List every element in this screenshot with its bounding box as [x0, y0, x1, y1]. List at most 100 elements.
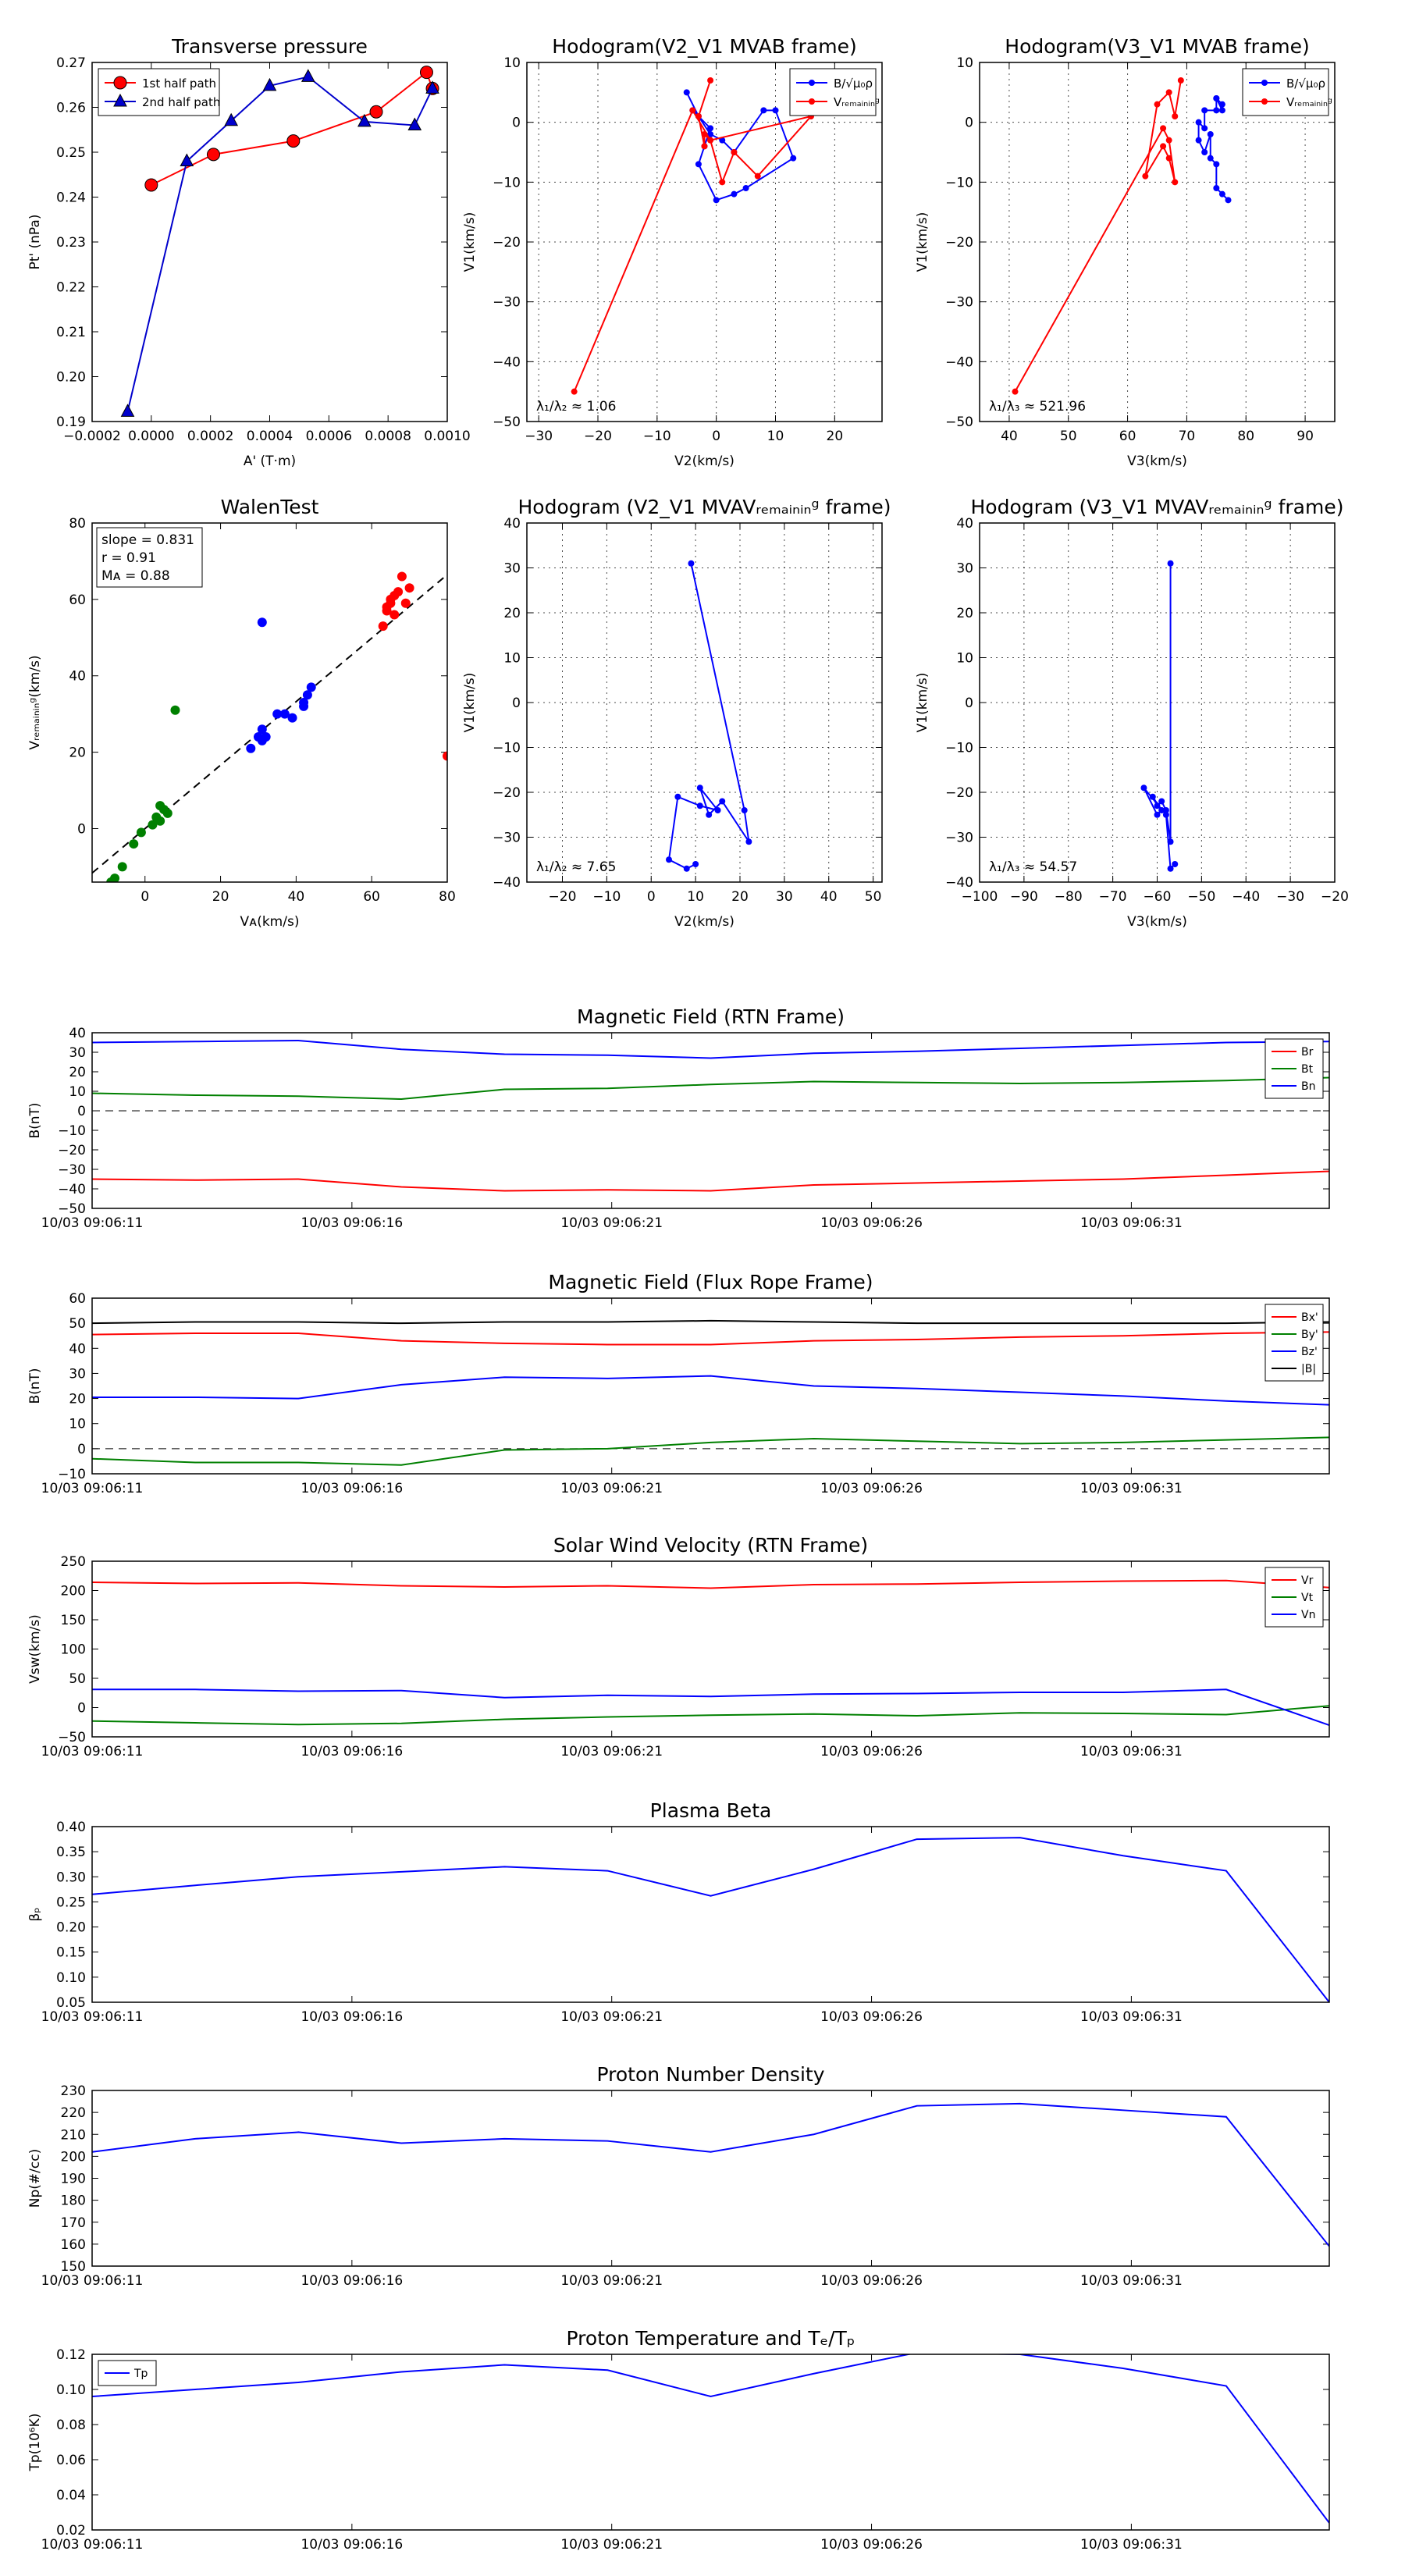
y-tick-label: 30 [503, 561, 521, 577]
y-tick-label: 0.27 [56, 55, 86, 71]
eigen-ratio: λ₁/λ₃ ≈ 521.96 [989, 399, 1086, 415]
y-tick-label: −30 [493, 295, 521, 311]
y-tick-label: 10 [69, 1084, 86, 1100]
data-point [1172, 113, 1179, 119]
data-point [378, 621, 388, 632]
data-point [224, 112, 239, 126]
x-tick-label: 10/03 09:06:26 [820, 2537, 923, 2553]
data-point [1167, 865, 1174, 872]
data-point [731, 149, 738, 155]
x-tick-label: −60 [1144, 889, 1172, 905]
chart-ts2: Magnetic Field (Flux Rope Frame) −10 0 10 20… [27, 1271, 1330, 1496]
data-point [1213, 185, 1220, 191]
legend-label: |B| [1301, 1363, 1316, 1375]
y-tick-label: 10 [503, 651, 521, 667]
series-line-0 [667, 563, 750, 870]
y-axis-label: Tp(10⁶K) [27, 2413, 43, 2471]
data-point [696, 785, 703, 792]
data-point [742, 185, 749, 191]
y-tick-label: 190 [61, 2172, 86, 2187]
data-point [180, 153, 194, 166]
data-point [136, 827, 146, 838]
legend-marker [1261, 80, 1268, 86]
x-tick-label: 0.0002 [187, 429, 233, 444]
data-point [1201, 149, 1208, 155]
data-point [713, 197, 720, 204]
y-tick-label: 250 [61, 1554, 86, 1570]
chart-title: Hodogram(V2_V1 MVAB frame) [552, 35, 856, 58]
y-tick-label: −40 [945, 875, 973, 891]
y-tick-label: 100 [61, 1642, 86, 1658]
data-point [1195, 119, 1202, 126]
y-axis-label: Np(#/cc) [27, 2149, 43, 2208]
y-tick-label: −10 [493, 175, 521, 190]
fit-line [92, 574, 447, 874]
series-line-1 [573, 80, 813, 393]
y-tick-label: 20 [503, 606, 521, 621]
data-point [299, 701, 309, 711]
axes-frame [91, 522, 448, 883]
x-tick-label: 40 [288, 889, 305, 905]
y-tick-label: 0.15 [56, 1945, 86, 1961]
data-point [692, 861, 699, 867]
data-point [1012, 388, 1019, 395]
y-tick-label: 150 [61, 1613, 86, 1628]
data-point [262, 77, 277, 91]
data-point [719, 179, 726, 186]
x-tick-label: 0 [712, 429, 720, 444]
y-tick-label: 0.21 [56, 325, 86, 340]
series-line-|B| [92, 1319, 1329, 1325]
data-point [1154, 101, 1161, 108]
chart-title: Magnetic Field (RTN Frame) [577, 1005, 845, 1028]
x-tick-label: −20 [1321, 889, 1349, 905]
data-point [1158, 798, 1165, 805]
data-point [706, 811, 713, 818]
x-tick-label: 80 [1237, 429, 1254, 444]
x-tick-label: 10 [687, 889, 704, 905]
y-tick-label: 30 [956, 561, 973, 577]
data-point [301, 69, 315, 82]
legend-marker [113, 76, 127, 90]
y-tick-label: 0 [77, 821, 86, 837]
x-tick-label: 10/03 09:06:26 [820, 1215, 923, 1231]
data-point [302, 690, 312, 700]
y-tick-label: 0.35 [56, 1845, 86, 1860]
data-point [1213, 161, 1220, 168]
data-point [369, 105, 383, 119]
series-line-Bt [92, 1076, 1329, 1101]
data-point [1225, 197, 1232, 204]
y-tick-label: −10 [945, 175, 973, 190]
data-point [144, 178, 158, 192]
data-point [719, 137, 726, 144]
y-tick-label: −40 [493, 875, 521, 891]
data-point [206, 148, 220, 162]
data-point [257, 617, 267, 628]
series-line-Vn [92, 1688, 1329, 1726]
stat-r: r = 0.91 [101, 550, 156, 566]
data-point [688, 560, 695, 567]
series-line-Bn [92, 1039, 1329, 1059]
y-tick-label: 30 [69, 1366, 86, 1382]
x-tick-label: −20 [549, 889, 577, 905]
series-line-0 [1143, 563, 1176, 870]
x-tick-label: 0.0004 [247, 429, 293, 444]
legend-label: 1st half path [142, 76, 216, 91]
x-tick-label: −80 [1055, 889, 1083, 905]
y-tick-label: 10 [503, 55, 521, 71]
y-tick-label: −30 [493, 831, 521, 846]
y-tick-label: 0.12 [56, 2347, 86, 2363]
y-tick-label: 0 [965, 696, 973, 711]
chart-title: Proton Number Density [597, 2063, 825, 2086]
y-tick-label: 50 [69, 1671, 86, 1687]
legend-label: By' [1301, 1329, 1318, 1341]
y-tick-label: −30 [58, 1162, 86, 1178]
y-tick-label: 200 [61, 1584, 86, 1599]
data-point [696, 802, 703, 809]
x-tick-label: 10/03 09:06:11 [41, 1481, 144, 1496]
y-tick-label: −50 [58, 1201, 86, 1217]
chart-tp: Transverse pressure 0.19 0.20 0.21 0.22 0.23 0… [27, 35, 471, 469]
x-tick-label: 10/03 09:06:31 [1080, 2537, 1183, 2553]
y-tick-label: −20 [493, 235, 521, 251]
data-point [707, 77, 714, 84]
chart-title: Hodogram(V3_V1 MVAB frame) [1005, 35, 1309, 58]
